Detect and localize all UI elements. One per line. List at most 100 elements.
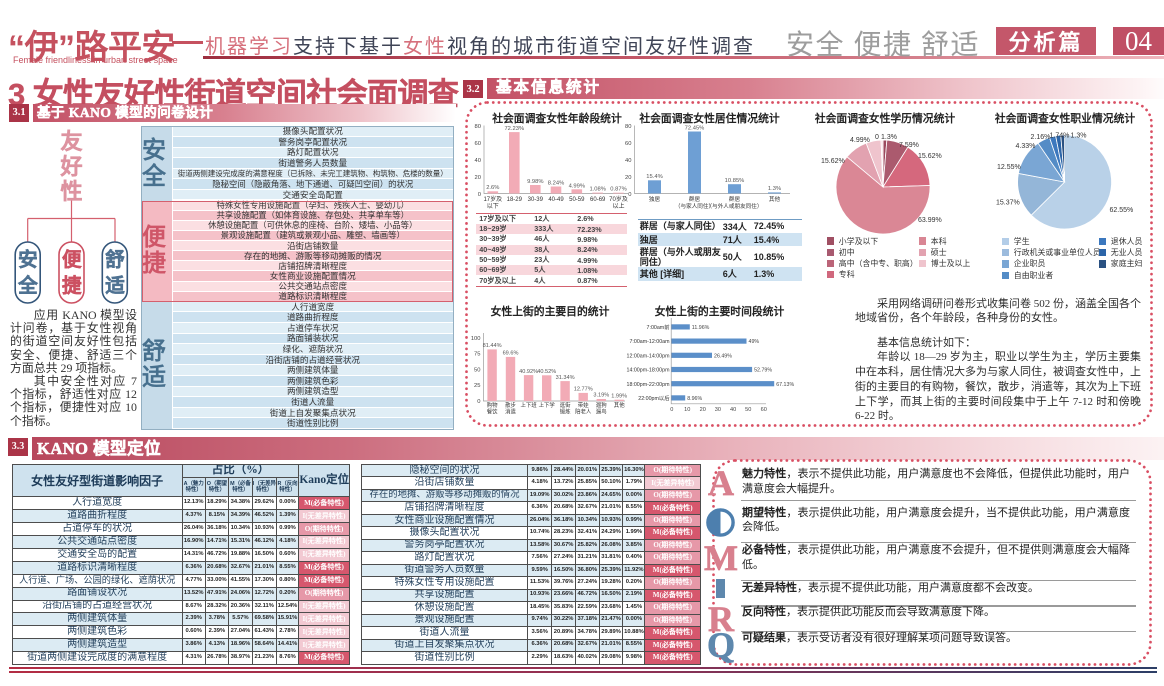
svg-text:以下: 以下 <box>487 203 499 210</box>
svg-text:62.55%: 62.55% <box>1110 207 1134 214</box>
svg-text:陪老人: 陪老人 <box>575 408 592 416</box>
svg-text:30-39: 30-39 <box>528 197 544 203</box>
svg-text:带娃: 带娃 <box>578 401 589 409</box>
svg-text:22:00pm以后: 22:00pm以后 <box>638 394 670 402</box>
svg-text:72.23%: 72.23% <box>504 126 524 132</box>
svg-text:安: 安 <box>18 248 38 271</box>
svg-text:散步: 散步 <box>505 401 516 409</box>
svg-text:25: 25 <box>474 383 480 389</box>
svg-text:群居: 群居 <box>729 195 741 203</box>
svg-text:10: 10 <box>684 407 690 413</box>
svg-text:40.92%: 40.92% <box>519 369 538 375</box>
svg-text:0: 0 <box>628 192 631 198</box>
svg-text:独居: 独居 <box>649 195 661 203</box>
svg-text:18:00pm-22:00pm: 18:00pm-22:00pm <box>627 382 671 388</box>
svg-text:4.99%: 4.99% <box>569 183 585 189</box>
svg-text:60-69: 60-69 <box>590 197 606 203</box>
svg-text:15.62%: 15.62% <box>821 158 845 165</box>
svg-text:49%: 49% <box>749 339 760 345</box>
svg-text:15.62%: 15.62% <box>918 153 942 160</box>
svg-text:80: 80 <box>625 124 631 130</box>
svg-text:全: 全 <box>17 274 38 297</box>
svg-text:69.6%: 69.6% <box>503 351 519 357</box>
svg-text:0: 0 <box>478 192 481 198</box>
svg-text:10.85%: 10.85% <box>725 178 745 184</box>
svg-text:舒: 舒 <box>105 248 125 271</box>
svg-text:12.55%: 12.55% <box>997 164 1021 171</box>
svg-text:100: 100 <box>471 336 481 342</box>
svg-text:50-59: 50-59 <box>569 197 585 203</box>
svg-text:40-49: 40-49 <box>548 197 564 203</box>
svg-text:4.99%: 4.99% <box>850 137 870 144</box>
svg-text:其他: 其他 <box>614 401 625 409</box>
svg-text:9.98%: 9.98% <box>527 179 543 185</box>
svg-text:15.4%: 15.4% <box>646 174 662 180</box>
svg-text:3.19%: 3.19% <box>593 393 609 399</box>
svg-text:80: 80 <box>475 124 481 130</box>
svg-text:8.24%: 8.24% <box>548 181 564 187</box>
svg-text:18-29: 18-29 <box>507 197 523 203</box>
svg-text:26.49%: 26.49% <box>714 353 732 359</box>
svg-text:12:00am-14:00pm: 12:00am-14:00pm <box>627 353 671 359</box>
svg-text:8.96%: 8.96% <box>687 396 702 402</box>
svg-text:1.74%: 1.74% <box>1050 133 1070 140</box>
svg-text:好: 好 <box>59 154 82 179</box>
svg-text:1.3%: 1.3% <box>881 134 897 141</box>
svg-text:7:00am-12:00am: 7:00am-12:00am <box>629 339 670 345</box>
svg-text:上下班: 上下班 <box>521 401 538 409</box>
svg-text:7:00am前: 7:00am前 <box>647 323 670 331</box>
svg-text:20: 20 <box>700 407 706 413</box>
svg-text:0: 0 <box>670 407 673 413</box>
svg-text:2.6%: 2.6% <box>486 185 499 191</box>
svg-text:适: 适 <box>105 275 125 297</box>
svg-text:遛狗: 遛狗 <box>596 401 607 409</box>
svg-text:14:00pm-18:00pm: 14:00pm-18:00pm <box>627 368 671 374</box>
svg-text:群居: 群居 <box>689 195 701 203</box>
svg-text:购物: 购物 <box>487 401 498 409</box>
svg-text:67.13%: 67.13% <box>776 382 794 388</box>
svg-text:60: 60 <box>761 407 767 413</box>
svg-text:63.99%: 63.99% <box>918 217 942 224</box>
svg-text:7.59%: 7.59% <box>899 142 919 149</box>
svg-text:60: 60 <box>475 141 481 147</box>
svg-text:（与外人或朋友同住）: （与外人或朋友同住） <box>707 202 763 210</box>
svg-text:40: 40 <box>475 158 481 164</box>
svg-text:餐饮: 餐饮 <box>487 408 498 416</box>
svg-text:1.99%: 1.99% <box>611 393 627 399</box>
svg-text:0: 0 <box>477 399 480 405</box>
svg-text:2.16%: 2.16% <box>1031 134 1051 141</box>
svg-text:0: 0 <box>875 134 879 141</box>
svg-text:20: 20 <box>625 175 631 181</box>
svg-text:70岁及: 70岁及 <box>609 195 628 203</box>
svg-text:52.79%: 52.79% <box>754 368 772 374</box>
svg-text:友: 友 <box>60 129 82 154</box>
svg-text:50: 50 <box>745 407 751 413</box>
svg-text:逛街: 逛街 <box>560 401 571 409</box>
svg-text:消遣: 消遣 <box>505 408 516 416</box>
svg-text:遛鸟: 遛鸟 <box>596 408 607 416</box>
svg-text:40: 40 <box>730 407 736 413</box>
svg-text:60: 60 <box>625 141 631 147</box>
svg-text:以上: 以上 <box>612 202 624 210</box>
svg-text:12.77%: 12.77% <box>574 387 593 393</box>
svg-text:1.3%: 1.3% <box>768 186 781 192</box>
svg-text:17岁及: 17岁及 <box>483 195 502 203</box>
svg-text:1.3%: 1.3% <box>1071 133 1087 140</box>
svg-text:锻炼: 锻炼 <box>560 408 571 416</box>
svg-text:性: 性 <box>60 179 82 204</box>
svg-text:15.37%: 15.37% <box>996 200 1020 207</box>
svg-text:81.44%: 81.44% <box>483 343 502 349</box>
svg-text:30: 30 <box>715 407 721 413</box>
svg-text:4.33%: 4.33% <box>1016 143 1036 150</box>
svg-text:72.45%: 72.45% <box>685 126 705 132</box>
svg-text:40: 40 <box>625 158 631 164</box>
svg-text:其他: 其他 <box>769 195 781 203</box>
svg-text:75: 75 <box>474 352 480 358</box>
svg-text:20: 20 <box>475 175 481 181</box>
svg-text:31.34%: 31.34% <box>556 375 575 381</box>
svg-text:1.08%: 1.08% <box>589 187 605 193</box>
svg-text:40.52%: 40.52% <box>537 369 556 375</box>
svg-text:便: 便 <box>62 249 82 271</box>
svg-text:50: 50 <box>474 367 480 373</box>
svg-text:11.96%: 11.96% <box>692 325 710 331</box>
